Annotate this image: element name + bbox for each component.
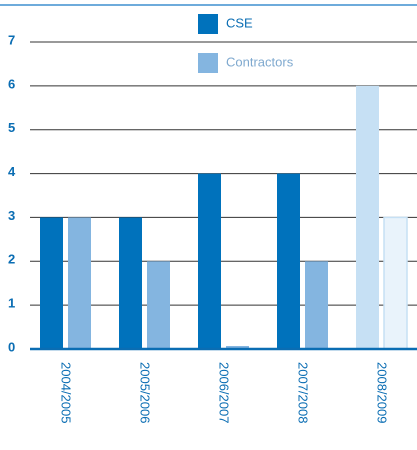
bar xyxy=(277,173,300,349)
bar xyxy=(305,261,328,349)
y-tick-label: 4 xyxy=(8,164,16,179)
x-tick-label: 2008/2009 xyxy=(375,362,390,423)
x-tick-label: 2004/2005 xyxy=(59,362,74,423)
bar xyxy=(198,173,221,349)
y-tick-label: 2 xyxy=(8,252,15,267)
bar xyxy=(226,346,249,349)
bar xyxy=(356,85,379,349)
bar xyxy=(383,216,408,350)
bar xyxy=(147,261,170,349)
y-tick-label: 6 xyxy=(8,76,15,91)
bar xyxy=(119,217,142,349)
y-tick-label: 1 xyxy=(8,296,15,311)
x-tick-label: 2005/2006 xyxy=(138,362,153,423)
legend-label: Contractors xyxy=(226,54,294,69)
y-tick-label: 3 xyxy=(8,208,15,223)
x-tick-label: 2007/2008 xyxy=(296,362,311,423)
legend-swatch xyxy=(198,14,218,34)
x-tick-label: 2006/2007 xyxy=(217,362,232,423)
y-tick-label: 5 xyxy=(8,120,15,135)
legend-swatch xyxy=(198,53,218,73)
legend-label: CSE xyxy=(226,15,253,30)
y-tick-label: 0 xyxy=(8,339,15,354)
y-tick-label: 7 xyxy=(8,32,15,47)
bar xyxy=(68,217,91,349)
bar xyxy=(40,217,63,349)
